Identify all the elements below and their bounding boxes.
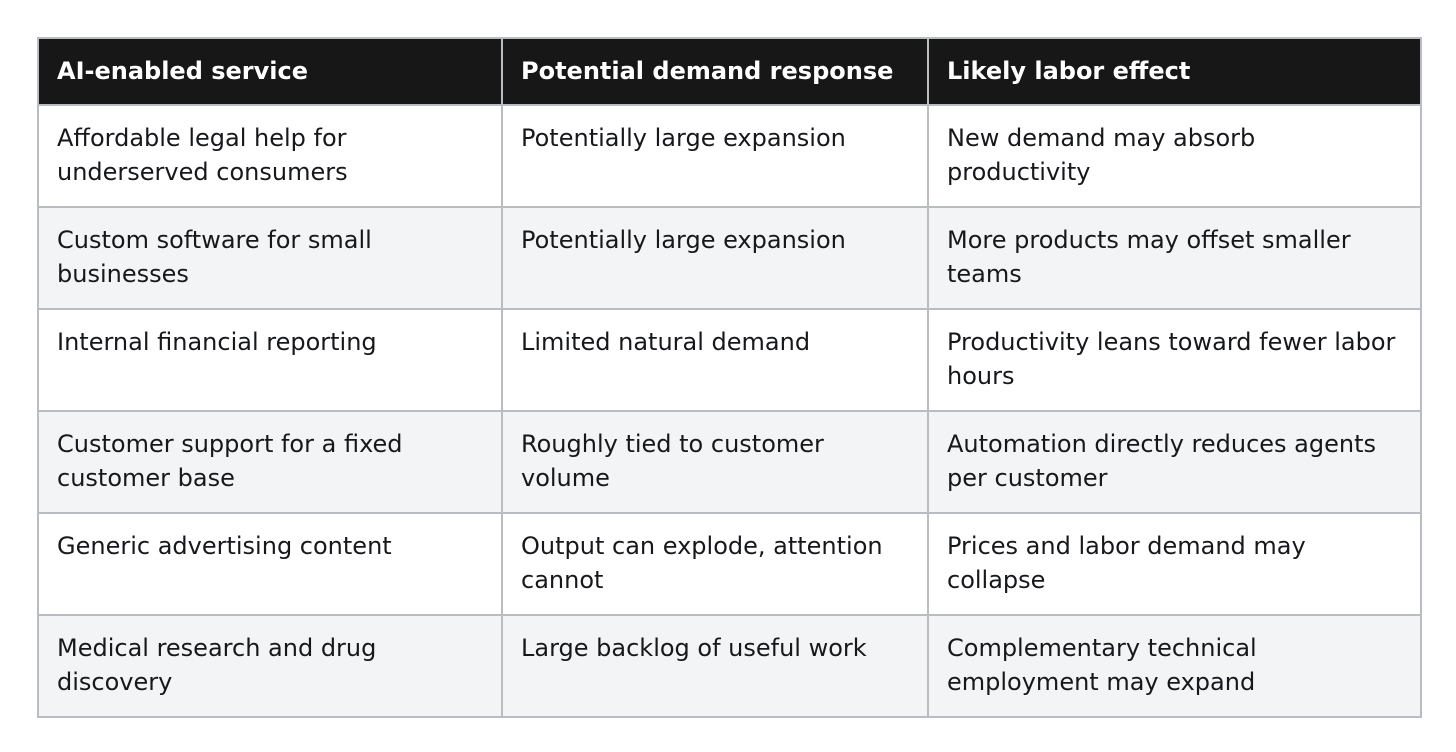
comparison-table-container: AI-enabled service Potential demand resp… <box>37 37 1422 718</box>
cell-demand-response: Output can explode, attention cannot <box>501 512 929 616</box>
header-ai-enabled-service: AI-enabled service <box>37 37 503 106</box>
cell-service: Generic advertising content <box>37 512 503 616</box>
table-row: Medical research and drug discovery Larg… <box>37 614 1422 718</box>
header-row: AI-enabled service Potential demand resp… <box>37 37 1422 106</box>
cell-labor-effect: New demand may absorb productivity <box>927 104 1422 208</box>
cell-demand-response: Roughly tied to customer volume <box>501 410 929 514</box>
table-row: Affordable legal help for underserved co… <box>37 104 1422 208</box>
comparison-table: AI-enabled service Potential demand resp… <box>37 37 1422 718</box>
cell-labor-effect: Complementary technical employment may e… <box>927 614 1422 718</box>
table-row: Internal financial reporting Limited nat… <box>37 308 1422 412</box>
cell-service: Medical research and drug discovery <box>37 614 503 718</box>
table-row: Generic advertising content Output can e… <box>37 512 1422 616</box>
cell-service: Custom software for small businesses <box>37 206 503 310</box>
cell-service: Affordable legal help for underserved co… <box>37 104 503 208</box>
header-likely-labor-effect: Likely labor effect <box>927 37 1422 106</box>
cell-labor-effect: Productivity leans toward fewer labor ho… <box>927 308 1422 412</box>
header-potential-demand-response: Potential demand response <box>501 37 929 106</box>
cell-service: Internal financial reporting <box>37 308 503 412</box>
cell-demand-response: Large backlog of useful work <box>501 614 929 718</box>
table-row: Customer support for a fixed customer ba… <box>37 410 1422 514</box>
cell-demand-response: Potentially large expansion <box>501 206 929 310</box>
cell-labor-effect: More products may offset smaller teams <box>927 206 1422 310</box>
table-header: AI-enabled service Potential demand resp… <box>37 37 1422 106</box>
cell-labor-effect: Automation directly reduces agents per c… <box>927 410 1422 514</box>
table-body: Affordable legal help for underserved co… <box>37 104 1422 718</box>
cell-demand-response: Limited natural demand <box>501 308 929 412</box>
cell-demand-response: Potentially large expansion <box>501 104 929 208</box>
cell-labor-effect: Prices and labor demand may collapse <box>927 512 1422 616</box>
table-row: Custom software for small businesses Pot… <box>37 206 1422 310</box>
cell-service: Customer support for a fixed customer ba… <box>37 410 503 514</box>
